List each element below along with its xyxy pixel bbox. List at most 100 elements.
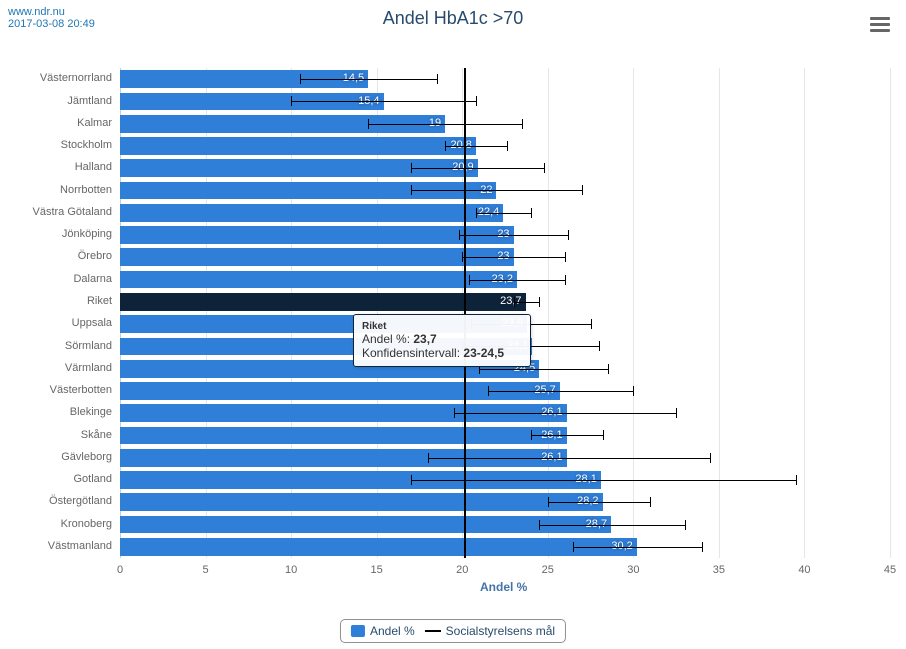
bar-row: Örebro23 [120,248,890,266]
x-tick-label: 25 [542,564,554,576]
category-label: Halland [2,161,120,173]
bar-row: Gävleborg26,1 [120,449,890,467]
x-tick-label: 20 [456,564,468,576]
bar-row: Östergötland28,2 [120,493,890,511]
bar-row: Skåne26,1 [120,427,890,445]
bar-row: Västra Götaland22,4 [120,204,890,222]
category-label: Östergötland [2,495,120,507]
error-bar [411,168,544,169]
bar-row: Norrbotten22 [120,182,890,200]
error-cap [633,386,634,396]
bar[interactable] [120,360,539,378]
error-bar [471,324,591,325]
category-label: Jämtland [2,95,120,107]
category-label: Örebro [2,250,120,262]
error-bar [476,213,531,214]
bar[interactable] [120,137,476,155]
x-tick-label: 35 [713,564,725,576]
error-bar [428,458,710,459]
bar[interactable] [120,538,637,556]
bar-row: Västerbotten25,7 [120,382,890,400]
bar-row: Kronoberg28,7 [120,516,890,534]
error-cap [565,275,566,285]
x-tick-label: 15 [371,564,383,576]
error-bar [479,369,607,370]
error-cap [565,252,566,262]
legend: Andel % Socialstyrelsens mål [340,619,566,643]
error-cap [573,542,574,552]
error-cap [368,119,369,129]
bar[interactable] [120,204,503,222]
error-cap [685,520,686,530]
error-cap [291,96,292,106]
x-tick-label: 10 [285,564,297,576]
chart-title: Andel HbA1c >70 [0,8,906,29]
error-bar [411,190,582,191]
error-cap [710,453,711,463]
error-cap [471,319,472,329]
error-cap [603,430,604,440]
category-label: Blekinge [2,406,120,418]
error-cap [676,408,677,418]
error-bar [411,480,796,481]
category-label: Sörmland [2,340,120,352]
error-cap [488,386,489,396]
category-label: Riket [2,295,120,307]
error-cap [591,319,592,329]
category-label: Jönköping [2,228,120,240]
legend-label: Socialstyrelsens mål [446,624,555,638]
bar[interactable] [120,226,514,244]
chart-container: www.ndr.nu 2017-03-08 20:49 Andel HbA1c … [0,0,906,649]
bar[interactable] [120,516,611,534]
error-cap [428,453,429,463]
error-cap [459,230,460,240]
category-label: Gotland [2,473,120,485]
error-bar [573,547,701,548]
bar[interactable] [120,427,567,445]
error-cap [582,185,583,195]
error-bar [459,235,569,236]
error-cap [437,74,438,84]
error-bar [368,124,522,125]
bar-row: Kalmar19 [120,115,890,133]
x-axis-label: Andel % [480,580,527,594]
category-label: Värmland [2,362,120,374]
export-menu-button[interactable] [868,14,892,36]
error-bar [291,101,476,102]
error-cap [514,297,515,307]
category-label: Uppsala [2,317,120,329]
legend-item-target[interactable]: Socialstyrelsens mål [425,624,555,638]
error-cap [568,230,569,240]
bar[interactable] [120,493,603,511]
x-tick-label: 5 [202,564,208,576]
error-bar [514,302,540,303]
x-tick-label: 30 [627,564,639,576]
x-tick-label: 45 [884,564,896,576]
bar-row: Uppsala23,8 [120,315,890,333]
error-cap [702,542,703,552]
legend-item-andel[interactable]: Andel % [351,624,415,638]
error-bar [539,525,684,526]
error-cap [476,96,477,106]
error-cap [796,475,797,485]
bar[interactable] [120,248,514,266]
error-cap [548,497,549,507]
gridline [890,68,891,558]
bar-row: Västernorrland14,5 [120,70,890,88]
bar[interactable] [120,315,527,333]
bar-row: Sörmland24,1 [120,338,890,356]
legend-label: Andel % [370,624,415,638]
bar-row: Blekinge26,1 [120,404,890,422]
bar[interactable] [120,271,517,289]
error-cap [479,364,480,374]
error-cap [599,341,600,351]
error-cap [531,430,532,440]
error-cap [522,119,523,129]
category-label: Västerbotten [2,384,120,396]
error-cap [539,520,540,530]
x-tick-label: 0 [117,564,123,576]
category-label: Västernorrland [2,72,120,84]
error-cap [300,74,301,84]
bar-row: Riket23,7 [120,293,890,311]
legend-swatch-icon [351,625,365,637]
